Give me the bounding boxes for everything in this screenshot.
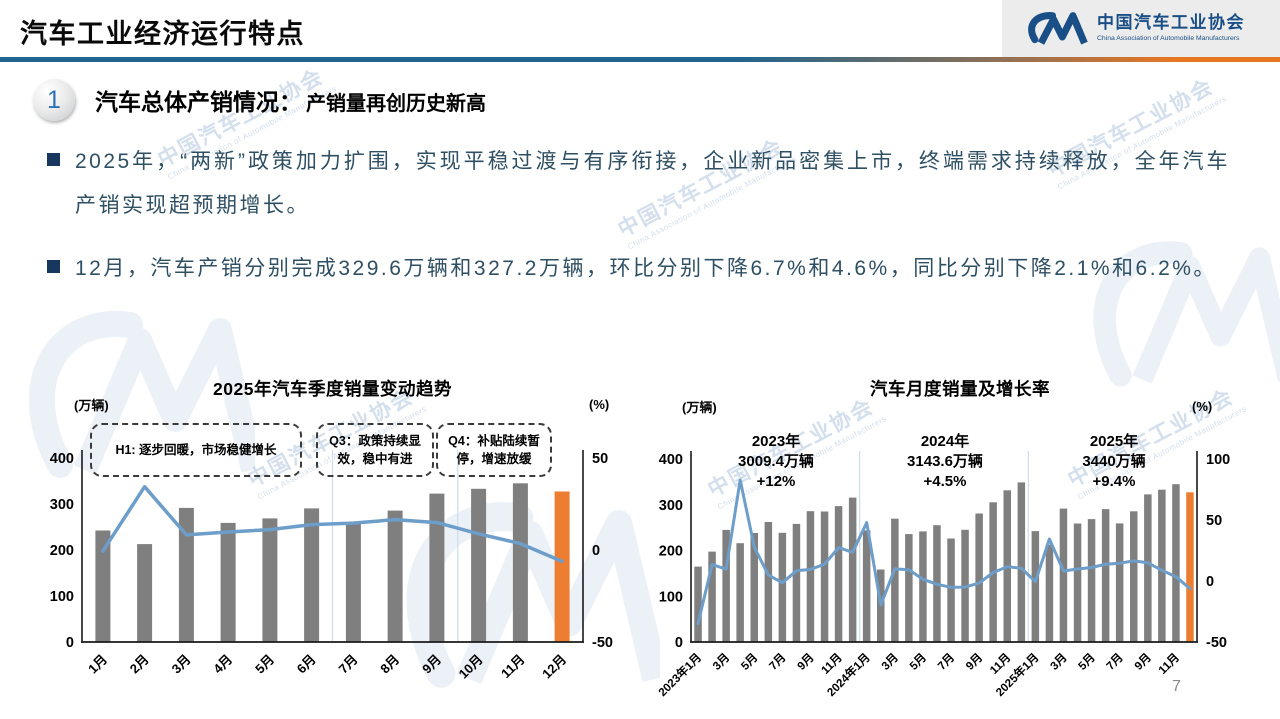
svg-text:400: 400 (50, 451, 74, 467)
svg-text:8月: 8月 (377, 652, 402, 677)
svg-text:200: 200 (50, 543, 74, 559)
bullet-item: 2025年，“两新”政策加力扩围，实现平稳过渡与有序衔接，企业新品密集上市，终端… (45, 140, 1235, 228)
svg-text:7月: 7月 (1104, 651, 1126, 673)
monthly-sales-growth-chart: 汽车月度销量及增长率 (万辆) (%) 0 100 200 300 400 100 50 0 -… (640, 368, 1280, 719)
year-label: 2025年 (1089, 433, 1139, 450)
svg-text:2月: 2月 (127, 652, 152, 677)
quarterly-sales-trend-chart: 2025年汽车季度销量变动趋势 (万辆) (%) 0 100 200 300 400 50… (30, 368, 635, 719)
bullet-text: 2025年，“两新”政策加力扩围，实现平稳过渡与有序衔接，企业新品密集上市，终端… (75, 150, 1230, 217)
svg-text:12月: 12月 (539, 652, 569, 682)
svg-text:4月: 4月 (210, 652, 235, 677)
svg-text:6月: 6月 (294, 652, 319, 677)
org-logo: 中国汽车工业协会 China Association of Automobile… (1002, 0, 1280, 57)
svg-text:7月: 7月 (336, 652, 361, 677)
year-annotation-2023: 2023年 3009.4万辆 +12% (691, 432, 861, 492)
bullet-list: 2025年，“两新”政策加力扩围，实现平稳过渡与有序衔接，企业新品密集上市，终端… (45, 140, 1235, 310)
svg-text:3月: 3月 (169, 652, 194, 677)
left-axis-unit: (万辆) (74, 398, 109, 413)
section-subtitle: 产销量再创历史新高 (306, 93, 486, 115)
year-total: 3440万辆 (1082, 453, 1146, 470)
svg-text:2023年1月: 2023年1月 (655, 650, 704, 699)
year-label: 2024年 (920, 433, 970, 450)
year-total: 3009.4万辆 (738, 453, 814, 470)
svg-text:0: 0 (66, 635, 74, 651)
svg-text:9月: 9月 (1132, 651, 1154, 673)
section-number-badge: 1 (33, 79, 75, 121)
svg-text:7月: 7月 (767, 651, 789, 673)
caam-logo-icon (1028, 11, 1088, 45)
chart-title: 2025年汽车季度销量变动趋势 (213, 379, 452, 399)
year-growth: +9.4% (1092, 473, 1136, 490)
annotation-h1: H1: 逐步回暖，市场稳健增长 (90, 423, 302, 477)
svg-text:300: 300 (50, 497, 74, 513)
svg-text:9月: 9月 (419, 652, 444, 677)
svg-text:400: 400 (659, 452, 683, 468)
svg-text:3月: 3月 (879, 651, 901, 673)
left-axis-unit: (万辆) (682, 400, 717, 415)
year-annotation-2024: 2024年 3143.6万辆 +4.5% (860, 432, 1030, 492)
svg-text:5月: 5月 (739, 651, 761, 673)
title-divider (0, 57, 1280, 62)
svg-text:5月: 5月 (252, 652, 277, 677)
bullet-square-icon (47, 260, 60, 273)
org-name-en: China Association of Automobile Manufact… (1097, 35, 1240, 43)
section-heading: 1 汽车总体产销情况： 产销量再创历史新高 (33, 79, 486, 121)
svg-text:11月: 11月 (498, 652, 528, 682)
right-axis-unit: (%) (1192, 399, 1213, 414)
page-number: 7 (1172, 678, 1181, 695)
page-title: 汽车工业经济运行特点 (20, 19, 305, 49)
svg-text:9月: 9月 (963, 651, 985, 673)
annotation-q4: Q4：补贴陆续暂停，增速放缓 (436, 423, 552, 477)
svg-text:11月: 11月 (987, 651, 1013, 677)
svg-text:11月: 11月 (1156, 651, 1182, 677)
svg-text:10月: 10月 (456, 652, 486, 682)
section-title: 汽车总体产销情况： (95, 89, 302, 115)
svg-text:1月: 1月 (85, 652, 110, 677)
svg-text:-50: -50 (1206, 635, 1227, 651)
svg-text:100: 100 (659, 589, 683, 605)
svg-text:50: 50 (1206, 513, 1222, 529)
svg-text:5月: 5月 (1076, 651, 1098, 673)
svg-text:5月: 5月 (907, 651, 929, 673)
year-label: 2023年 (751, 433, 801, 450)
chart-title: 汽车月度销量及增长率 (870, 379, 1050, 399)
svg-text:-50: -50 (592, 635, 613, 651)
bullet-text: 12月，汽车产销分别完成329.6万辆和327.2万辆，环比分别下降6.7%和4… (75, 257, 1217, 280)
svg-text:300: 300 (659, 498, 683, 514)
svg-text:9月: 9月 (795, 651, 817, 673)
org-logo-text: 中国汽车工业协会 China Association of Automobile… (1097, 14, 1245, 42)
year-total: 3143.6万辆 (907, 453, 983, 470)
bullet-item: 12月，汽车产销分别完成329.6万辆和327.2万辆，环比分别下降6.7%和4… (45, 247, 1235, 291)
svg-text:100: 100 (1206, 452, 1230, 468)
annotation-q3: Q3：政策持续显效，稳中有进 (316, 423, 434, 477)
svg-text:11月: 11月 (819, 651, 845, 677)
svg-text:100: 100 (50, 589, 74, 605)
org-name-cn: 中国汽车工业协会 (1097, 13, 1245, 33)
svg-text:0: 0 (592, 543, 600, 559)
svg-text:200: 200 (659, 544, 683, 560)
year-growth: +12% (756, 473, 796, 490)
svg-text:0: 0 (1206, 574, 1214, 590)
svg-text:50: 50 (592, 451, 608, 467)
svg-text:7月: 7月 (935, 651, 957, 673)
year-annotation-2025: 2025年 3440万辆 +9.4% (1029, 432, 1199, 492)
svg-text:0: 0 (675, 635, 683, 651)
right-axis-unit: (%) (589, 397, 610, 412)
year-growth: +4.5% (923, 473, 967, 490)
bullet-square-icon (47, 153, 60, 166)
section-heading-text: 汽车总体产销情况： 产销量再创历史新高 (95, 83, 486, 117)
svg-text:3月: 3月 (1048, 651, 1070, 673)
svg-text:3月: 3月 (710, 651, 732, 673)
